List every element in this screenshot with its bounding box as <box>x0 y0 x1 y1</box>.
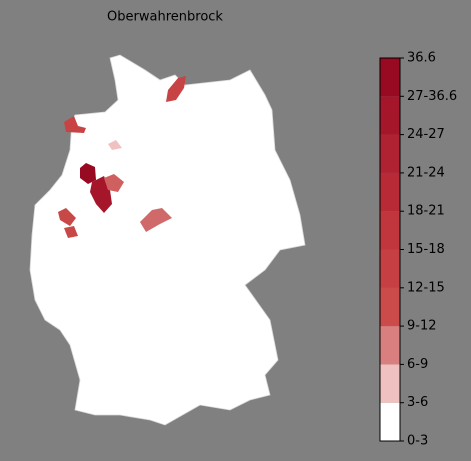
map-title: Oberwahrenbrock <box>107 10 223 25</box>
colorbar-label: 18-21 <box>407 204 445 219</box>
colorbar-label: 6-9 <box>407 357 428 372</box>
region <box>104 174 124 192</box>
region <box>166 76 186 102</box>
colorbar-label: 3-6 <box>407 395 428 410</box>
country-outline <box>29 54 306 426</box>
colorbar-segment <box>380 249 400 288</box>
colorbar-label: 27-36.6 <box>407 89 457 104</box>
region <box>140 208 172 232</box>
colorbar-segment <box>380 364 400 403</box>
colorbar-label: 24-27 <box>407 127 445 142</box>
colorbar: 0-3 3-6 6-9 9-12 12-15 15-18 18-21 21-24 24-27 27… <box>379 51 457 449</box>
colorbar-segment <box>380 211 400 250</box>
germany-map <box>29 54 306 426</box>
region <box>64 116 86 133</box>
region <box>64 226 78 238</box>
colorbar-label: 9-12 <box>407 319 437 334</box>
region <box>80 163 96 184</box>
colorbar-label: 12-15 <box>407 280 445 295</box>
colorbar-segment <box>380 172 400 212</box>
colorbar-segment <box>380 96 400 135</box>
colorbar-segment <box>380 58 400 97</box>
colorbar-segment <box>380 326 400 365</box>
colorbar-label: 36.6 <box>407 51 436 66</box>
region <box>108 140 122 150</box>
colorbar-segment <box>380 402 400 441</box>
colorbar-label: 21-24 <box>407 165 445 180</box>
colorbar-segment <box>380 134 400 173</box>
colorbar-label: 15-18 <box>407 242 445 257</box>
colorbar-segment <box>380 287 400 327</box>
region <box>58 208 76 226</box>
colorbar-label: 0-3 <box>407 434 428 449</box>
